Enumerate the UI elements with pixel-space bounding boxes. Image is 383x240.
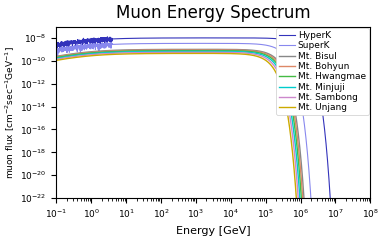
Mt. Minjuji [188, 50, 193, 53]
Line: Mt. Bisul: Mt. Bisul [56, 49, 370, 240]
Mt. Bohyun [108, 50, 113, 53]
Line: Mt. Hwangmae: Mt. Hwangmae [56, 51, 370, 240]
Mt. Unjang [188, 52, 193, 55]
SuperK [54, 48, 59, 51]
SuperK [108, 41, 113, 44]
HyperK [328, 200, 333, 203]
SuperK [188, 42, 193, 45]
Mt. Sambong [108, 52, 113, 55]
Title: Muon Energy Spectrum: Muon Energy Spectrum [116, 4, 311, 22]
Mt. Sambong [175, 51, 179, 54]
HyperK [54, 45, 59, 48]
X-axis label: Energy [GeV]: Energy [GeV] [176, 226, 250, 236]
Y-axis label: muon flux [cm$^{-2}$sec$^{-1}$GeV$^{-1}$]: muon flux [cm$^{-2}$sec$^{-1}$GeV$^{-1}$… [4, 46, 17, 179]
Line: Mt. Minjuji: Mt. Minjuji [56, 51, 370, 240]
Mt. Unjang [175, 52, 179, 55]
Mt. Minjuji [90, 52, 95, 55]
Mt. Hwangmae [188, 49, 193, 52]
Mt. Bohyun [201, 48, 206, 51]
Mt. Bohyun [188, 48, 193, 51]
Mt. Bisul [108, 49, 113, 52]
Mt. Hwangmae [175, 49, 179, 52]
Line: Mt. Unjang: Mt. Unjang [56, 53, 370, 240]
Mt. Sambong [198, 51, 203, 54]
Line: SuperK: SuperK [56, 42, 370, 240]
Mt. Unjang [54, 59, 59, 62]
Mt. Minjuji [175, 50, 179, 53]
Mt. Bohyun [175, 48, 179, 51]
SuperK [109, 47, 113, 50]
Mt. Minjuji [199, 50, 204, 53]
HyperK [90, 38, 95, 41]
Mt. Bisul [202, 48, 206, 51]
HyperK [175, 36, 179, 39]
Mt. Minjuji [108, 51, 113, 54]
Mt. Hwangmae [200, 49, 205, 52]
Mt. Hwangmae [108, 50, 113, 53]
Mt. Bohyun [90, 51, 95, 54]
Mt. Sambong [90, 53, 95, 56]
Line: Mt. Sambong: Mt. Sambong [56, 52, 370, 240]
Line: HyperK: HyperK [56, 37, 370, 240]
Mt. Bisul [90, 50, 95, 53]
HyperK [109, 39, 113, 42]
HyperK [188, 36, 193, 39]
Line: Mt. Bohyun: Mt. Bohyun [56, 50, 370, 240]
Mt. Unjang [197, 52, 201, 55]
Mt. Minjuji [54, 57, 59, 60]
Mt. Unjang [108, 53, 113, 56]
Mt. Unjang [90, 54, 95, 57]
Mt. Hwangmae [90, 51, 95, 54]
Mt. Bisul [175, 48, 179, 51]
HyperK [105, 36, 110, 38]
Mt. Bohyun [54, 55, 59, 58]
Mt. Bisul [54, 55, 59, 58]
SuperK [90, 44, 95, 47]
SuperK [175, 42, 179, 45]
Legend: HyperK, SuperK, Mt. Bisul, Mt. Bohyun, Mt. Hwangmae, Mt. Minjuji, Mt. Sambong, M: HyperK, SuperK, Mt. Bisul, Mt. Bohyun, M… [276, 28, 368, 115]
Mt. Bisul [188, 48, 193, 51]
Mt. Sambong [188, 51, 193, 54]
Mt. Sambong [54, 58, 59, 61]
Mt. Hwangmae [54, 56, 59, 59]
